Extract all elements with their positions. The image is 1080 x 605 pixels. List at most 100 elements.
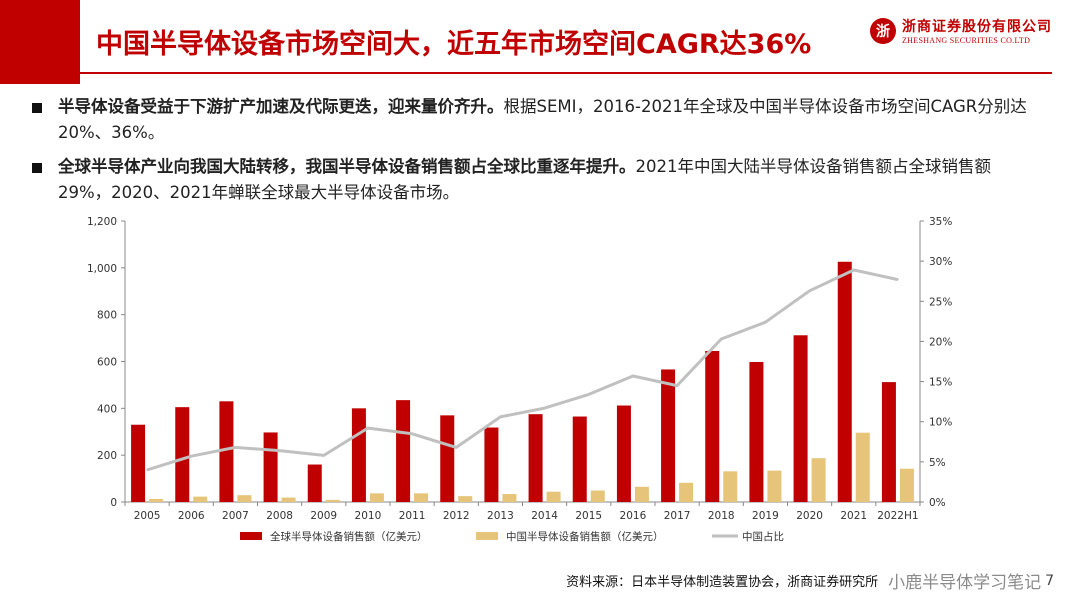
right-tick-label: 15% <box>929 377 952 389</box>
bar-global-2021 <box>837 261 852 502</box>
bar-china-2010 <box>369 493 384 502</box>
bullet-square-icon <box>32 103 42 113</box>
bullet-1-bold: 半导体设备受益于下游扩产加速及代际更迭，迎来量价齐升。 <box>58 97 504 116</box>
bar-global-2022H1 <box>881 382 896 502</box>
point-china-share-2010 <box>367 427 369 429</box>
bar-global-2006 <box>175 407 190 502</box>
header-accent-block <box>0 0 80 84</box>
source-note: 资料来源：日本半导体制造装置协会，浙商证券研究所 <box>566 575 879 590</box>
right-tick-label: 0% <box>929 497 946 509</box>
left-tick-label: 200 <box>97 450 117 462</box>
left-tick-label: 1,000 <box>87 263 117 275</box>
point-china-share-2016 <box>632 375 634 377</box>
point-china-share-2007 <box>234 446 237 449</box>
bar-global-2011 <box>396 400 411 502</box>
legend-swatch-1 <box>476 532 498 540</box>
bar-china-2006 <box>193 496 208 502</box>
bar-china-2011 <box>414 493 429 502</box>
bar-global-2017 <box>661 369 676 502</box>
point-china-share-2018 <box>720 338 723 340</box>
left-tick-label: 800 <box>97 310 117 322</box>
x-tick-label: 2016 <box>620 510 647 522</box>
bullet-1-text: 根据SEMI，2016-2021年全球及中国半导体设备市场空间CAGR分别达20… <box>58 97 1027 142</box>
bar-global-2005 <box>131 424 146 502</box>
point-china-share-2008 <box>278 449 281 452</box>
x-tick-label: 2020 <box>796 510 823 522</box>
bar-china-2018 <box>723 471 738 502</box>
bullet-1: 半导体设备受益于下游扩产加速及代际更迭，迎来量价齐升。根据SEMI，2016-2… <box>32 94 1042 146</box>
bar-china-2017 <box>679 482 694 502</box>
logo-name-cn: 浙商证券股份有限公司 <box>902 19 1052 35</box>
bar-china-2007 <box>237 495 252 502</box>
bar-global-2018 <box>705 350 720 502</box>
bar-global-2020 <box>793 335 808 502</box>
bar-global-2019 <box>749 361 764 502</box>
point-china-share-2017 <box>676 384 678 387</box>
bar-china-2015 <box>590 490 605 502</box>
x-tick-label: 2022H1 <box>877 510 918 522</box>
page-title: 中国半导体设备市场空间大，近五年市场空间CAGR达36% <box>96 29 812 60</box>
bar-global-2013 <box>484 427 499 502</box>
bullet-2-text: 2021年中国大陆半导体设备销售额占全球销售额29%，2020、2021年蝉联全… <box>58 157 991 202</box>
left-tick-label: 0 <box>110 497 117 509</box>
bar-china-2012 <box>458 496 473 502</box>
right-tick-label: 5% <box>929 457 946 469</box>
title-divider <box>80 72 1052 74</box>
bar-china-2005 <box>149 498 164 502</box>
sales-chart: 0 200 400 600 800 1,000 1,200 0% 5% 10% 15% 20% 25% 3… <box>87 216 952 543</box>
point-china-share-2011 <box>411 432 413 435</box>
point-china-share-2021 <box>852 269 855 271</box>
right-tick-label: 10% <box>929 417 952 429</box>
legend-label-1: 中国半导体设备销售额（亿美元） <box>506 530 664 543</box>
right-tick-label: 30% <box>929 256 952 268</box>
x-tick-label: 2010 <box>355 510 382 522</box>
bar-china-2014 <box>546 491 561 502</box>
x-tick-label: 2006 <box>178 510 205 522</box>
bullet-square-icon <box>32 163 42 173</box>
point-china-share-2005 <box>146 469 148 471</box>
legend-swatch-0 <box>240 532 262 540</box>
x-tick-label: 2019 <box>752 510 779 522</box>
footer: 资料来源：日本半导体制造装置协会，浙商证券研究所 小鹿半导体学习笔记 7 <box>566 568 1054 594</box>
page-number: 7 <box>1045 572 1054 589</box>
point-china-share-2022H1 <box>897 278 899 281</box>
x-tick-label: 2014 <box>531 510 558 522</box>
company-logo: 浙 浙商证券股份有限公司 ZHESHANG SECURITIES CO.LTD <box>870 16 1052 45</box>
x-tick-label: 2013 <box>487 510 514 522</box>
point-china-share-2019 <box>764 321 767 323</box>
x-tick-label: 2008 <box>266 510 293 522</box>
bar-china-2020 <box>811 458 826 502</box>
watermark-text: 小鹿半导体学习笔记 <box>888 573 1042 593</box>
x-tick-label: 2007 <box>222 510 249 522</box>
bar-china-2013 <box>502 494 517 502</box>
x-tick-label: 2005 <box>134 510 161 522</box>
bar-global-2010 <box>351 408 366 502</box>
bar-global-2015 <box>572 416 587 502</box>
x-tick-label: 2011 <box>399 510 426 522</box>
x-tick-label: 2009 <box>310 510 337 522</box>
x-tick-label: 2018 <box>708 510 735 522</box>
point-china-share-2013 <box>499 416 502 418</box>
left-tick-label: 600 <box>97 357 117 369</box>
bar-china-2022H1 <box>899 468 914 502</box>
bar-china-2019 <box>767 470 782 502</box>
x-tick-label: 2012 <box>443 510 470 522</box>
point-china-share-2015 <box>587 393 590 396</box>
legend-label-2: 中国占比 <box>742 530 784 543</box>
point-china-share-2014 <box>543 407 546 409</box>
bar-china-2008 <box>281 497 296 502</box>
bullet-2: 全球半导体产业向我国大陆转移，我国半导体设备销售额占全球比重逐年提升。2021年… <box>32 154 1042 206</box>
x-tick-label: 2017 <box>664 510 691 522</box>
bar-china-2009 <box>325 499 340 502</box>
bullet-2-bold: 全球半导体产业向我国大陆转移，我国半导体设备销售额占全球比重逐年提升。 <box>58 157 636 176</box>
x-tick-label: 2015 <box>575 510 602 522</box>
bar-china-2016 <box>634 486 649 502</box>
point-china-share-2009 <box>322 454 325 457</box>
point-china-share-2006 <box>190 455 193 458</box>
point-china-share-2020 <box>808 290 811 292</box>
bar-global-2009 <box>307 464 322 502</box>
bar-global-2008 <box>263 432 278 502</box>
x-tick-label: 2021 <box>840 510 867 522</box>
logo-name-en: ZHESHANG SECURITIES CO.LTD <box>902 36 1031 45</box>
right-tick-label: 20% <box>929 336 952 348</box>
